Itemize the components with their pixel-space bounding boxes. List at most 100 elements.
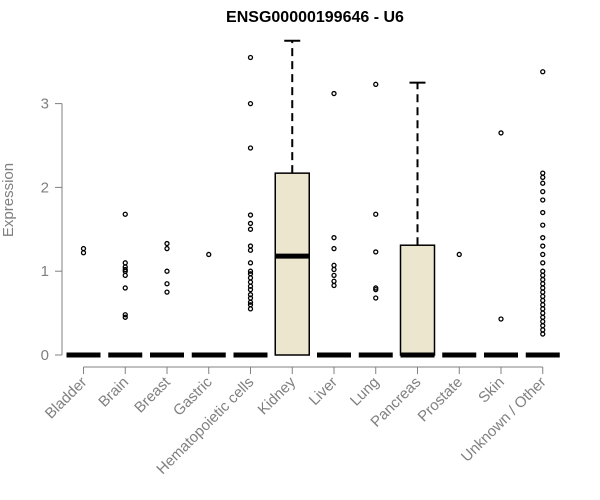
x-tick-label: Kidney (255, 373, 300, 418)
y-tick-label: 1 (41, 263, 49, 280)
outlier-point (540, 297, 546, 304)
y-tick-label: 0 (41, 347, 49, 364)
outlier-point (540, 260, 546, 266)
x-tick-label: Prostate (415, 374, 467, 426)
outlier-point (540, 285, 546, 291)
outlier-point (206, 251, 212, 258)
outlier-point (540, 310, 546, 316)
outlier-point (540, 174, 546, 180)
outlier-point (122, 211, 128, 217)
outlier-point (331, 262, 337, 268)
outlier-point (540, 314, 546, 320)
outlier-point (122, 266, 128, 273)
outlier-point (247, 302, 254, 308)
outlier-point (122, 260, 128, 266)
box-pancreas (399, 81, 436, 358)
outlier-point (331, 266, 337, 273)
outlier-point (540, 289, 546, 295)
x-tick-label: Bladder (42, 374, 91, 423)
outlier-point (540, 197, 546, 203)
outlier-point (540, 276, 546, 283)
outlier-point (247, 279, 254, 285)
outlier-point (540, 327, 546, 333)
outlier-point (373, 295, 379, 301)
chart-title: ENSG00000199646 - U6 (226, 9, 404, 26)
outlier-point (247, 292, 254, 298)
outlier-point (456, 251, 462, 258)
outlier-point (540, 268, 546, 274)
outlier-point (540, 251, 546, 258)
box-iqr (274, 172, 310, 356)
y-tick-label: 3 (41, 96, 49, 113)
outlier-point (122, 272, 128, 279)
outlier-point (540, 209, 546, 216)
outlier-point (247, 283, 254, 289)
y-tick-label: 2 (41, 179, 49, 196)
outlier-point (373, 211, 379, 217)
outlier-point (540, 222, 546, 228)
outlier-point (540, 293, 546, 299)
outlier-point (540, 235, 546, 241)
outlier-point (540, 243, 546, 249)
outlier-point (540, 170, 546, 176)
outlier-point (164, 268, 170, 274)
outlier-point (331, 90, 337, 97)
outlier-point (164, 240, 170, 247)
outlier-point (247, 260, 254, 266)
outlier-point (331, 278, 337, 284)
outlier-point (540, 331, 546, 337)
outlier-point (373, 285, 379, 291)
outlier-point (331, 245, 337, 252)
x-tick-label: Breast (131, 373, 174, 416)
outlier-point (331, 272, 337, 279)
outlier-point (247, 220, 254, 227)
outlier-point (247, 54, 254, 61)
x-tick-label: Skin (475, 374, 508, 407)
outlier-point (164, 245, 170, 252)
outlier-point (540, 281, 546, 287)
outlier-point (247, 226, 254, 232)
outlier-point (122, 314, 128, 320)
y-axis: 0 1 2 3 (41, 96, 63, 364)
outlier-point (498, 130, 504, 136)
outlier-point (247, 212, 254, 218)
box-iqr (399, 244, 436, 356)
outlier-point (540, 318, 546, 325)
outlier-point (540, 69, 546, 75)
outlier-point (498, 316, 504, 322)
outlier-point (247, 268, 254, 274)
outlier-point (247, 247, 254, 253)
outlier-point (164, 281, 170, 287)
outlier-point (373, 249, 379, 255)
outlier-point (122, 312, 128, 318)
boxes-group (66, 39, 560, 358)
outlier-point (540, 323, 546, 329)
x-tick-label: Brain (95, 374, 132, 411)
x-tick-label: Liver (306, 374, 341, 409)
outlier-point (331, 235, 337, 241)
outlier-point (247, 145, 254, 151)
outlier-point (80, 245, 87, 252)
outliers-group (80, 54, 546, 337)
outlier-point (540, 188, 546, 195)
outlier-point (247, 243, 254, 249)
outlier-point (540, 302, 546, 308)
outlier-point (247, 275, 254, 281)
outlier-point (247, 271, 254, 277)
y-axis-label: Expression (0, 163, 17, 237)
outlier-point (540, 306, 546, 312)
outlier-point (247, 306, 254, 312)
x-tick-label: Lung (347, 374, 383, 410)
outlier-point (331, 282, 337, 289)
outlier-point (540, 180, 546, 186)
outlier-point (540, 272, 546, 279)
outlier-point (122, 285, 128, 291)
outlier-point (373, 81, 379, 87)
box-kidney (274, 39, 310, 356)
outlier-point (164, 289, 170, 295)
outlier-point (80, 250, 87, 256)
outlier-point (247, 100, 254, 107)
